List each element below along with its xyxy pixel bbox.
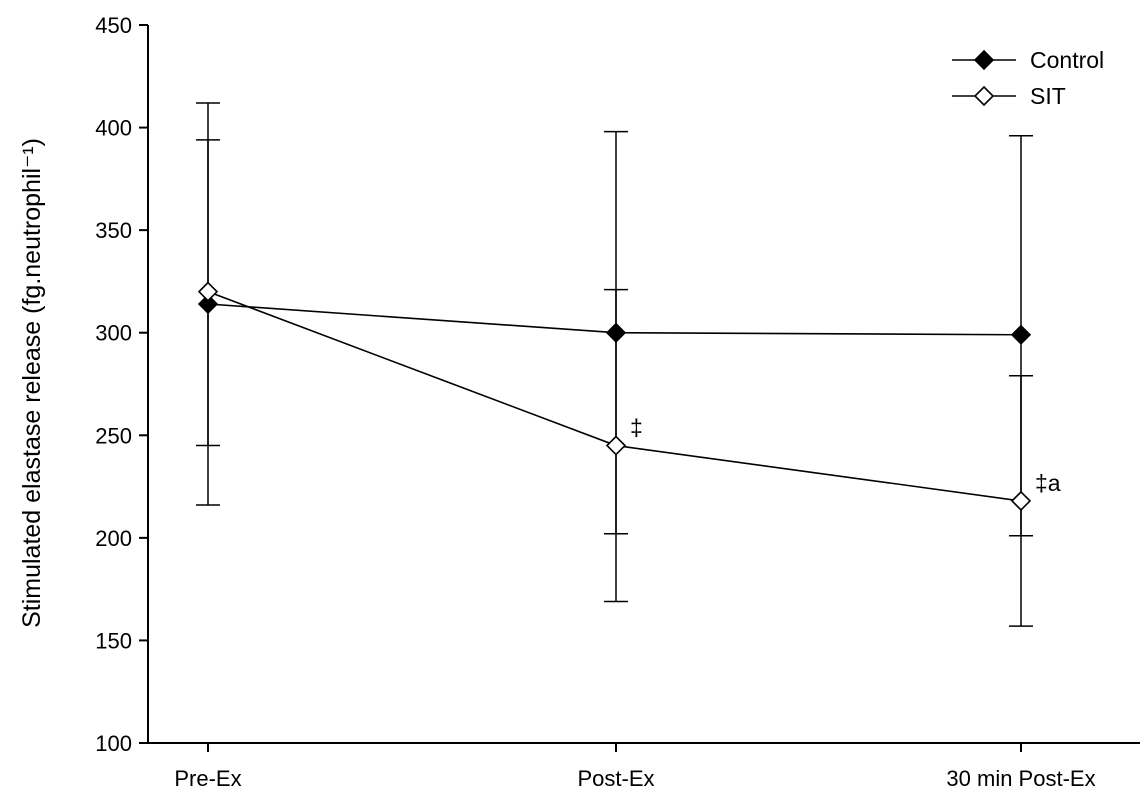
data-point-control xyxy=(1010,324,1032,345)
data-point-control xyxy=(605,322,627,343)
legend-label: SIT xyxy=(1030,83,1066,109)
y-tick-label: 300 xyxy=(95,321,132,346)
y-tick-label: 250 xyxy=(95,423,132,448)
data-point-sit xyxy=(1010,490,1032,512)
y-tick-label: 350 xyxy=(95,218,132,243)
data-point-sit xyxy=(605,435,627,456)
x-tick-label: Post-Ex xyxy=(577,766,654,791)
y-tick-label: 450 xyxy=(95,13,132,38)
y-tick-label: 100 xyxy=(95,731,132,756)
legend-label: Control xyxy=(1030,47,1104,73)
y-axis-title: Stimulated elastase release (fg.neutroph… xyxy=(18,138,46,628)
x-axis-ticks: Pre-Ex Post-Ex 30 min Post-Ex xyxy=(174,743,1096,791)
y-tick-label: 200 xyxy=(95,526,132,551)
y-tick-label: 400 xyxy=(95,116,132,141)
y-tick-label: 150 xyxy=(95,628,132,653)
legend-marker xyxy=(973,85,995,107)
legend-marker xyxy=(973,49,995,71)
axes xyxy=(147,25,1140,744)
series-line-sit xyxy=(207,290,1022,502)
significance-annotation: ‡a xyxy=(1035,470,1061,496)
x-tick-label: 30 min Post-Ex xyxy=(946,766,1095,791)
data-point-control xyxy=(197,293,219,315)
legend: Control SIT xyxy=(952,47,1104,109)
data-point-sit xyxy=(197,281,219,302)
y-axis-ticks: 100 150 200 250 300 350 400 450 xyxy=(95,13,148,756)
plot-area: ‡ ‡a xyxy=(196,102,1061,627)
x-tick-label: Pre-Ex xyxy=(174,766,241,791)
significance-annotation: ‡ xyxy=(630,415,643,441)
